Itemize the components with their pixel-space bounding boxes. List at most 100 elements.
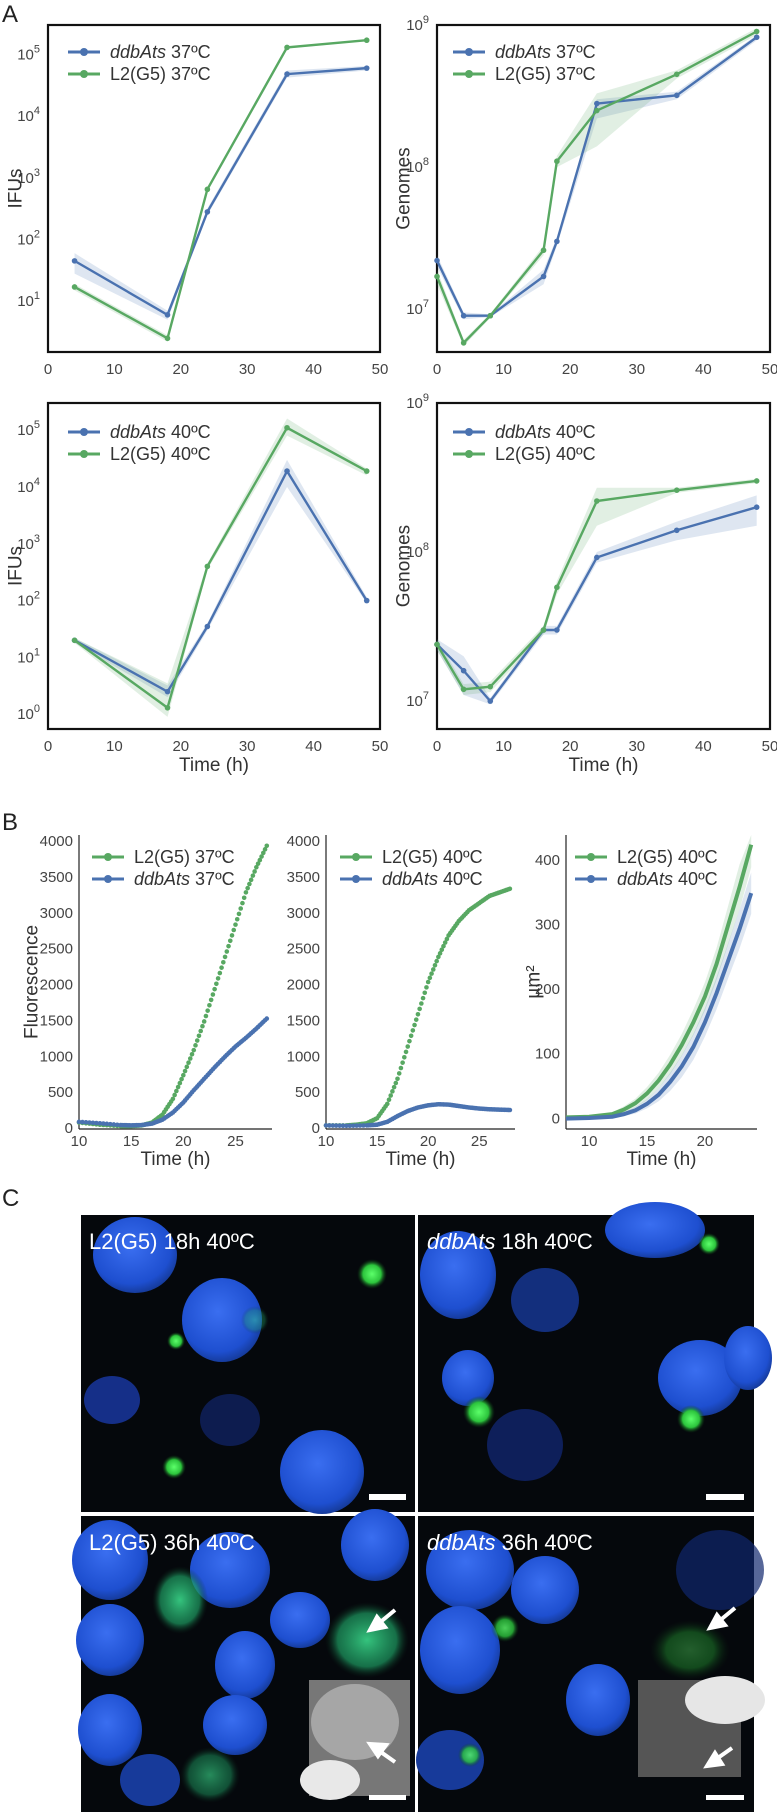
x-tick-label: 50 (762, 361, 777, 378)
data-point-blue (107, 1121, 113, 1127)
data-point-blue (354, 1123, 359, 1128)
data-point-green (194, 1038, 200, 1043)
panel-label-b: B (2, 809, 18, 836)
data-point-blue (344, 1123, 349, 1129)
x-tick-label: 20 (420, 1133, 437, 1150)
y-tick-label: 2000 (40, 977, 73, 994)
micrograph-label-1: L2(G5) 18h 40ºC (89, 1229, 255, 1254)
data-point-green (193, 1043, 198, 1048)
data-point-blue (71, 258, 78, 264)
legend-label-blue: ddbAts 37ºC (110, 42, 211, 62)
data-point-green (434, 273, 440, 280)
y-tick-label: 103 (17, 167, 40, 187)
x-tick-label: 50 (372, 361, 389, 378)
micrograph-ddbats-36h (416, 1516, 765, 1812)
legend-label-green: L2(G5) 37ºC (495, 64, 596, 84)
y-tick-label: 102 (17, 590, 40, 610)
data-point-green (405, 1044, 411, 1049)
data-point-green (207, 1003, 212, 1008)
legend-marker-green (465, 70, 473, 78)
micrographs: L2(G5) 18h 40ºC ddbAts 18h 40ºC L2(G5) 3… (72, 1202, 772, 1812)
y-axis-label: IFUs (6, 546, 27, 586)
data-point-green (238, 906, 244, 911)
data-point-green (204, 563, 211, 570)
data-point-green (393, 1080, 399, 1086)
legend-label-green: L2(G5) 40ºC (382, 847, 483, 867)
data-point-blue (363, 597, 370, 604)
data-point-green (250, 873, 256, 878)
data-point-green (430, 967, 436, 972)
x-tick-label: 10 (106, 738, 123, 755)
data-point-green (413, 1017, 419, 1022)
y-tick-label: 0 (552, 1110, 560, 1127)
data-point-green (487, 312, 494, 319)
series-line-green (435, 479, 757, 691)
legend-marker-green (352, 853, 360, 861)
x-tick-label: 0 (433, 738, 441, 755)
x-axis-label: Time (h) (626, 1149, 696, 1170)
data-point-green (412, 1022, 417, 1028)
data-point-blue (164, 688, 171, 695)
data-point-green (248, 877, 254, 883)
series-line-green (565, 844, 754, 1120)
data-point-green (507, 886, 513, 892)
x-tick-label: 10 (495, 361, 512, 378)
micrograph-label-3: L2(G5) 36h 40ºC (89, 1530, 255, 1555)
data-point-green (191, 1047, 197, 1053)
y-tick-label: 102 (17, 228, 40, 248)
y-tick-label: 400 (535, 852, 560, 869)
data-point-blue (94, 1120, 99, 1126)
data-point-blue (284, 468, 290, 474)
chart-b1: 10 15 20 25 0 500 1000 1500 2000 2500 3000 3500 4000… (22, 833, 272, 1170)
plot-frame (435, 401, 772, 731)
data-point-green (201, 1019, 207, 1024)
data-point-green (420, 995, 426, 1001)
data-point-green (255, 861, 261, 866)
y-tick-label: 3500 (40, 869, 73, 886)
data-point-green (427, 975, 433, 981)
legend-label-blue: ddbAts 37ºC (134, 869, 235, 889)
plot-frame (46, 23, 382, 354)
legend-label-green: L2(G5) 40ºC (110, 444, 211, 464)
data-point-green (224, 949, 230, 954)
data-point-green (208, 997, 214, 1003)
x-tick-label: 40 (695, 738, 712, 755)
data-point-green (396, 1071, 402, 1076)
data-point-blue (753, 34, 760, 41)
x-tick-label: 30 (628, 738, 645, 755)
data-point-green (240, 900, 245, 906)
data-point-green (386, 1097, 392, 1103)
data-point-green (363, 468, 370, 474)
legend-marker-green (465, 450, 473, 458)
data-point-green (175, 1084, 181, 1090)
x-tick-label: 20 (172, 738, 189, 755)
x-tick-label: 50 (762, 738, 777, 755)
legend-marker-blue (465, 48, 473, 56)
x-tick-label: 0 (44, 361, 52, 378)
data-point-green (284, 44, 290, 51)
data-point-green (203, 1013, 209, 1019)
y-tick-label: 200 (535, 981, 560, 998)
y-tick-label: 100 (17, 703, 40, 723)
chart-a4: 0 10 20 30 40 50 107 108 109 Time (h) Genomes ddbAt… (394, 392, 777, 776)
y-tick-label: 104 (17, 476, 40, 496)
data-point-green (205, 1008, 210, 1013)
data-point-green (231, 927, 237, 933)
legend-marker-green (104, 853, 112, 861)
y-tick-label: 101 (17, 290, 40, 310)
data-point-green (439, 947, 445, 953)
data-point-green (673, 71, 680, 78)
data-point-green (259, 854, 264, 859)
data-point-blue (264, 1016, 270, 1021)
y-tick-label: 0 (65, 1120, 73, 1137)
data-point-green (436, 954, 441, 960)
legend-label-blue: ddbAts 40ºC (617, 869, 718, 889)
data-point-green (432, 962, 438, 968)
data-point-green (257, 857, 263, 863)
legend-label-green: L2(G5) 37ºC (110, 64, 211, 84)
x-tick-label: 20 (562, 361, 579, 378)
y-tick-label: 104 (17, 105, 40, 125)
x-tick-label: 40 (695, 361, 712, 378)
data-point-green (395, 1076, 400, 1082)
